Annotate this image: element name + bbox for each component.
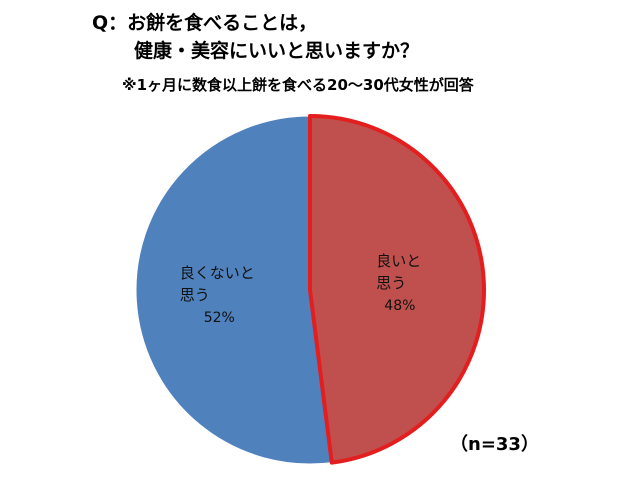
chart-title: 健康・美容にいいと思いますか？ (134, 40, 420, 62)
value-label: 52% (203, 309, 235, 326)
chart-subtitle: ※1ヶ月に数食以上餅を食べる20～30代女性が回答 (122, 76, 474, 94)
annotation: （n=33） (450, 434, 539, 455)
value-label: 48% (384, 298, 416, 315)
slice-label: 良くないと思う (179, 263, 255, 304)
pie-slice (135, 115, 333, 465)
pie-slice (308, 114, 486, 465)
slice-label: 良いと思う (376, 252, 422, 293)
chart-title: Q：お餅を食べることは， (92, 12, 318, 34)
